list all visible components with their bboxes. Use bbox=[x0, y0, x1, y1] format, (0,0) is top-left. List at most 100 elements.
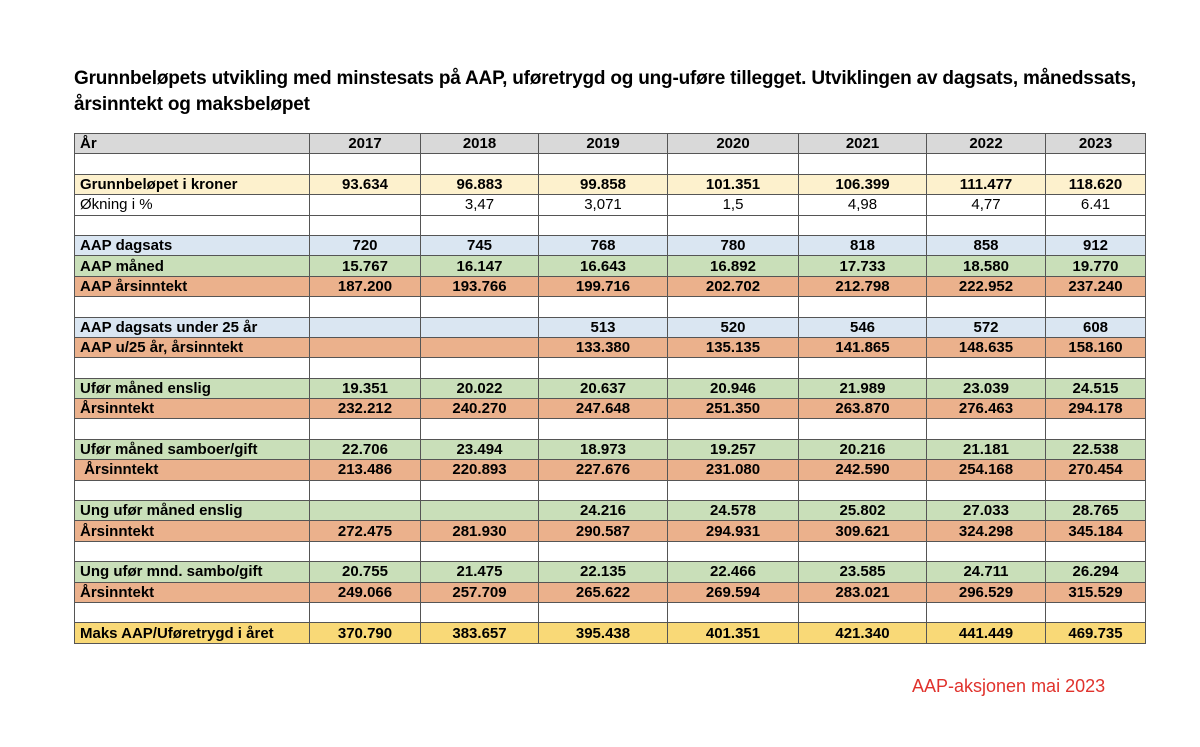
table-cell: 513 bbox=[538, 316, 668, 338]
row-label: Årsinntekt bbox=[74, 520, 310, 542]
table-cell bbox=[538, 601, 668, 624]
header-year: 2017 bbox=[309, 132, 421, 155]
table-cell: 240.270 bbox=[420, 398, 539, 420]
table-cell: 249.066 bbox=[309, 581, 421, 603]
table-cell: 383.657 bbox=[420, 622, 539, 644]
table-cell: 213.486 bbox=[309, 459, 421, 481]
table-cell bbox=[309, 540, 421, 563]
table-cell: 27.033 bbox=[926, 500, 1046, 522]
spacer-row bbox=[74, 296, 1146, 318]
table-cell bbox=[309, 194, 421, 216]
table-cell bbox=[667, 479, 799, 502]
table-cell: 28.765 bbox=[1045, 500, 1146, 522]
table-cell: 324.298 bbox=[926, 520, 1046, 542]
table-cell: 272.475 bbox=[309, 520, 421, 542]
table-row: Økning i % 3,47 3,071 1,5 4,98 4,77 6.41 bbox=[74, 194, 1146, 216]
table-cell bbox=[420, 479, 539, 502]
table-cell: 199.716 bbox=[538, 275, 668, 298]
table-row: Årsinntekt 272.475 281.930 290.587 294.931 30… bbox=[74, 520, 1146, 542]
table-cell: 768 bbox=[538, 234, 668, 257]
table-cell: 818 bbox=[798, 234, 927, 257]
table-cell: 401.351 bbox=[667, 622, 799, 644]
data-table: År 2017 2018 2019 2020 2021 2022 2023 Gr… bbox=[74, 132, 1146, 644]
header-year: 2023 bbox=[1045, 132, 1146, 155]
table-row: AAP u/25 år, årsinntekt 133.380 135.135 141… bbox=[74, 336, 1146, 359]
table-cell bbox=[538, 357, 668, 379]
table-cell: 101.351 bbox=[667, 173, 799, 196]
table-cell bbox=[309, 601, 421, 624]
table-cell bbox=[667, 153, 799, 175]
spacer-row bbox=[74, 214, 1146, 236]
table-cell bbox=[667, 296, 799, 318]
table-cell bbox=[309, 357, 421, 379]
table-row: AAP dagsats 720 745 768 780 818 858 912 bbox=[74, 234, 1146, 257]
table-cell bbox=[420, 357, 539, 379]
table-cell: 231.080 bbox=[667, 459, 799, 481]
table-cell: 24.216 bbox=[538, 500, 668, 522]
row-label: AAP u/25 år, årsinntekt bbox=[74, 336, 310, 359]
table-cell bbox=[309, 418, 421, 440]
table-cell bbox=[420, 316, 539, 338]
table-cell: 17.733 bbox=[798, 255, 927, 277]
row-label bbox=[74, 357, 310, 379]
table-cell: 22.706 bbox=[309, 438, 421, 461]
table-cell bbox=[798, 296, 927, 318]
table-cell bbox=[798, 479, 927, 502]
header-year: 2021 bbox=[798, 132, 927, 155]
table-cell: 3,47 bbox=[420, 194, 539, 216]
table-cell: 18.580 bbox=[926, 255, 1046, 277]
table-cell: 22.538 bbox=[1045, 438, 1146, 461]
table-cell: 254.168 bbox=[926, 459, 1046, 481]
table-cell bbox=[1045, 479, 1146, 502]
table-cell bbox=[926, 601, 1046, 624]
table-cell: 345.184 bbox=[1045, 520, 1146, 542]
table-cell bbox=[420, 336, 539, 359]
row-label: Maks AAP/Uføretrygd i året bbox=[74, 622, 310, 644]
table-cell: 21.989 bbox=[798, 377, 927, 400]
row-label: Årsinntekt bbox=[74, 581, 310, 603]
table-row: Ung ufør mnd. sambo/gift 20.755 21.475 22.1… bbox=[74, 561, 1146, 583]
row-label: Grunnbeløpet i kroner bbox=[74, 173, 310, 196]
table-cell: 257.709 bbox=[420, 581, 539, 603]
table-cell bbox=[420, 500, 539, 522]
table-cell bbox=[309, 336, 421, 359]
table-cell: 24.515 bbox=[1045, 377, 1146, 400]
table-cell bbox=[1045, 357, 1146, 379]
table-cell: 269.594 bbox=[667, 581, 799, 603]
table-cell: 441.449 bbox=[926, 622, 1046, 644]
table-row: Ufør måned samboer/gift 22.706 23.494 18.97… bbox=[74, 438, 1146, 461]
table-cell bbox=[798, 601, 927, 624]
table-cell bbox=[1045, 601, 1146, 624]
table-cell bbox=[420, 296, 539, 318]
table-cell bbox=[926, 296, 1046, 318]
table-cell: 220.893 bbox=[420, 459, 539, 481]
table-cell: 26.294 bbox=[1045, 561, 1146, 583]
table-cell: 276.463 bbox=[926, 398, 1046, 420]
table-cell bbox=[667, 214, 799, 236]
table-cell: 232.212 bbox=[309, 398, 421, 420]
row-label bbox=[74, 601, 310, 624]
row-label bbox=[74, 540, 310, 563]
table-cell: 148.635 bbox=[926, 336, 1046, 359]
table-cell: 21.475 bbox=[420, 561, 539, 583]
table-cell bbox=[926, 418, 1046, 440]
row-label bbox=[74, 296, 310, 318]
table-cell: 546 bbox=[798, 316, 927, 338]
table-cell bbox=[798, 214, 927, 236]
row-label: Ufør måned enslig bbox=[74, 377, 310, 400]
table-cell: 912 bbox=[1045, 234, 1146, 257]
table-cell bbox=[420, 153, 539, 175]
table-body: Grunnbeløpet i kroner 93.634 96.883 99.858 1… bbox=[74, 153, 1146, 644]
table-cell bbox=[926, 479, 1046, 502]
spacer-row bbox=[74, 357, 1146, 379]
table-cell: 19.257 bbox=[667, 438, 799, 461]
table-cell: 520 bbox=[667, 316, 799, 338]
table-cell: 22.135 bbox=[538, 561, 668, 583]
table-cell: 15.767 bbox=[309, 255, 421, 277]
table-cell bbox=[309, 479, 421, 502]
table-cell: 745 bbox=[420, 234, 539, 257]
table-cell: 16.147 bbox=[420, 255, 539, 277]
table-cell bbox=[420, 418, 539, 440]
row-label: Ung ufør mnd. sambo/gift bbox=[74, 561, 310, 583]
table-cell: 187.200 bbox=[309, 275, 421, 298]
